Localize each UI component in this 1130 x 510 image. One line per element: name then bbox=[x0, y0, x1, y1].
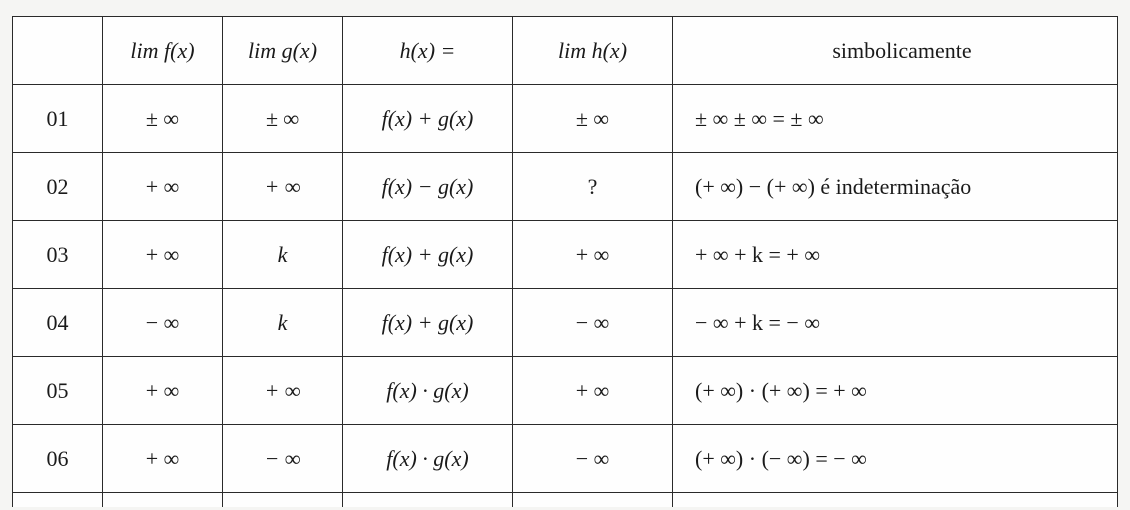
cell-limh: − ∞ bbox=[513, 289, 673, 357]
cell-empty bbox=[13, 493, 103, 507]
cell-symb: (+ ∞) · (+ ∞) = + ∞ bbox=[673, 357, 1118, 425]
cell-empty bbox=[103, 493, 223, 507]
header-limh-text: lim h(x) bbox=[558, 38, 627, 63]
cell-limh: ± ∞ bbox=[513, 85, 673, 153]
cell-h-text: f(x) − g(x) bbox=[382, 174, 474, 199]
header-limf: lim f(x) bbox=[103, 17, 223, 85]
cell-limg: − ∞ bbox=[223, 425, 343, 493]
header-idx bbox=[13, 17, 103, 85]
table-row: 06+ ∞− ∞f(x) · g(x)− ∞(+ ∞) · (− ∞) = − … bbox=[13, 425, 1118, 493]
table-header: lim f(x) lim g(x) h(x) = lim h(x) simbol… bbox=[13, 17, 1118, 85]
cell-idx: 01 bbox=[13, 85, 103, 153]
cell-h: f(x) · g(x) bbox=[343, 425, 513, 493]
table-row: 04− ∞kf(x) + g(x)− ∞− ∞ + k = − ∞ bbox=[13, 289, 1118, 357]
header-symb: simbolicamente bbox=[673, 17, 1118, 85]
cell-limf: − ∞ bbox=[103, 289, 223, 357]
table-row: 05+ ∞+ ∞f(x) · g(x)+ ∞(+ ∞) · (+ ∞) = + … bbox=[13, 357, 1118, 425]
cell-limg: k bbox=[223, 221, 343, 289]
cell-h: f(x) − g(x) bbox=[343, 153, 513, 221]
cell-idx: 04 bbox=[13, 289, 103, 357]
cell-empty bbox=[343, 493, 513, 507]
cell-limg-text: k bbox=[278, 242, 288, 267]
table-body: 01± ∞± ∞f(x) + g(x)± ∞± ∞ ± ∞ = ± ∞02+ ∞… bbox=[13, 85, 1118, 507]
cell-limf: ± ∞ bbox=[103, 85, 223, 153]
cell-idx: 03 bbox=[13, 221, 103, 289]
header-limg-text: lim g(x) bbox=[248, 38, 317, 63]
cell-h-text: f(x) + g(x) bbox=[382, 310, 474, 335]
cell-limg: + ∞ bbox=[223, 153, 343, 221]
cell-h-text: f(x) · g(x) bbox=[386, 378, 468, 403]
cell-limg-text: − ∞ bbox=[264, 446, 300, 471]
table-row: 02+ ∞+ ∞f(x) − g(x)?(+ ∞) − (+ ∞) é inde… bbox=[13, 153, 1118, 221]
cell-limg-text: + ∞ bbox=[264, 378, 300, 403]
table-row-partial bbox=[13, 493, 1118, 507]
cell-empty bbox=[673, 493, 1118, 507]
cell-limh: + ∞ bbox=[513, 357, 673, 425]
cell-limf: + ∞ bbox=[103, 425, 223, 493]
cell-idx: 06 bbox=[13, 425, 103, 493]
cell-limf: + ∞ bbox=[103, 221, 223, 289]
cell-empty bbox=[513, 493, 673, 507]
cell-h-text: f(x) + g(x) bbox=[382, 242, 474, 267]
cell-h: f(x) · g(x) bbox=[343, 357, 513, 425]
cell-limf: + ∞ bbox=[103, 357, 223, 425]
cell-symb: (+ ∞) − (+ ∞) é indeterminação bbox=[673, 153, 1118, 221]
header-limh: lim h(x) bbox=[513, 17, 673, 85]
header-limg: lim g(x) bbox=[223, 17, 343, 85]
cell-h-text: f(x) + g(x) bbox=[382, 106, 474, 131]
cell-limh: − ∞ bbox=[513, 425, 673, 493]
cell-h-text: f(x) · g(x) bbox=[386, 446, 468, 471]
cell-symb: − ∞ + k = − ∞ bbox=[673, 289, 1118, 357]
cell-symb: ± ∞ ± ∞ = ± ∞ bbox=[673, 85, 1118, 153]
cell-h: f(x) + g(x) bbox=[343, 289, 513, 357]
cell-empty bbox=[223, 493, 343, 507]
header-row: lim f(x) lim g(x) h(x) = lim h(x) simbol… bbox=[13, 17, 1118, 85]
cell-idx: 05 bbox=[13, 357, 103, 425]
cell-h: f(x) + g(x) bbox=[343, 85, 513, 153]
cell-limg-text: + ∞ bbox=[264, 174, 300, 199]
cell-limg: ± ∞ bbox=[223, 85, 343, 153]
cell-limh: + ∞ bbox=[513, 221, 673, 289]
cell-h: f(x) + g(x) bbox=[343, 221, 513, 289]
cell-limg: k bbox=[223, 289, 343, 357]
limits-table: lim f(x) lim g(x) h(x) = lim h(x) simbol… bbox=[12, 16, 1118, 507]
cell-limg-text: ± ∞ bbox=[266, 106, 299, 131]
table-row: 03+ ∞kf(x) + g(x)+ ∞+ ∞ + k = + ∞ bbox=[13, 221, 1118, 289]
cell-idx: 02 bbox=[13, 153, 103, 221]
header-limf-text: lim f(x) bbox=[130, 38, 194, 63]
cell-limg: + ∞ bbox=[223, 357, 343, 425]
cell-limf: + ∞ bbox=[103, 153, 223, 221]
cell-limg-text: k bbox=[278, 310, 288, 335]
table-row: 01± ∞± ∞f(x) + g(x)± ∞± ∞ ± ∞ = ± ∞ bbox=[13, 85, 1118, 153]
cell-limh: ? bbox=[513, 153, 673, 221]
cell-symb: + ∞ + k = + ∞ bbox=[673, 221, 1118, 289]
header-h: h(x) = bbox=[343, 17, 513, 85]
header-h-text: h(x) = bbox=[400, 38, 456, 63]
cell-symb: (+ ∞) · (− ∞) = − ∞ bbox=[673, 425, 1118, 493]
